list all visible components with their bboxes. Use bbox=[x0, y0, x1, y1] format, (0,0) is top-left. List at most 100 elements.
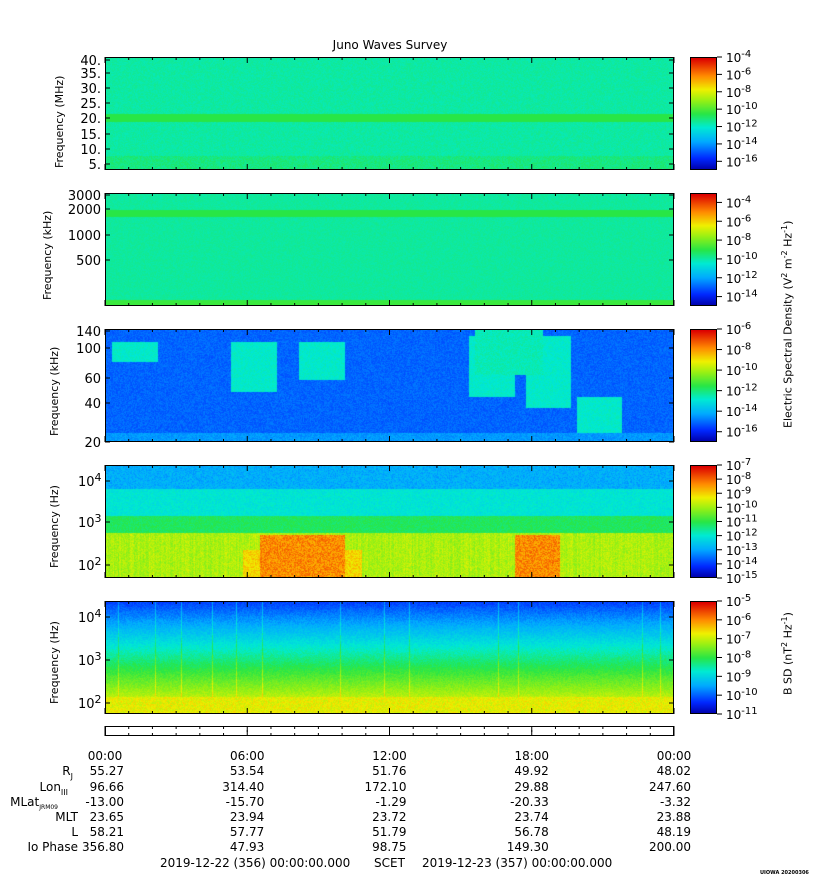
y-tick-label: 104 bbox=[78, 471, 102, 490]
panel-waves-khz-high bbox=[105, 193, 674, 306]
y-tick-label: 60 bbox=[84, 372, 101, 387]
y-tick-label: 30. bbox=[80, 82, 101, 97]
ephem-value: 23.74 bbox=[514, 810, 548, 824]
y-tick-label: 3000 bbox=[68, 189, 101, 204]
colorbar-tick-label: 10-12 bbox=[726, 119, 758, 135]
ephem-value: 56.78 bbox=[514, 825, 548, 839]
ephem-label-rj: RJ bbox=[62, 764, 73, 781]
ephem-value: 200.00 bbox=[649, 840, 691, 854]
ephem-label: MLT bbox=[55, 810, 78, 824]
colorbar-tick-label: 10-7 bbox=[726, 457, 751, 473]
y-tick-label: 1000 bbox=[68, 229, 101, 244]
colorbar-tick-label: 10-12 bbox=[726, 383, 758, 399]
ephem-value: 23.65 bbox=[90, 810, 124, 824]
ephem-label-mlat: MLatJRM09 bbox=[10, 795, 58, 811]
footer-start-time: 2019-12-22 (356) 00:00:00.000 bbox=[160, 856, 351, 870]
ephem-value: 48.19 bbox=[657, 825, 691, 839]
colorbar-gradient bbox=[691, 58, 716, 169]
spectrogram-hz-magnetic bbox=[106, 602, 673, 713]
ylabel-panel-4: Frequency (Hz) bbox=[48, 485, 61, 568]
colorbar-tick-label: 10-8 bbox=[726, 650, 751, 666]
colorbar-tick-label: 10-10 bbox=[726, 499, 758, 515]
colorbar-tick-label: 10-10 bbox=[726, 251, 758, 267]
colorbar-tick-label: 10-6 bbox=[726, 213, 751, 229]
colorbar-tick-label: 10-6 bbox=[726, 321, 751, 337]
colorbar-tick-label: 10-5 bbox=[726, 593, 751, 609]
y-tick-label: 2000 bbox=[68, 203, 101, 218]
ylabel-panel-2: Frequency (kHz) bbox=[41, 210, 54, 300]
ephem-value: 149.30 bbox=[507, 840, 549, 854]
ephem-value: 51.76 bbox=[372, 764, 406, 778]
spectrogram-mhz bbox=[106, 58, 673, 169]
ephem-value: 356.80 bbox=[82, 840, 124, 854]
y-tick-label: 103 bbox=[78, 512, 102, 531]
colorbar-label-magnetic: B SD (nT2 Hz-1) bbox=[780, 612, 795, 695]
ephem-value: 55.27 bbox=[90, 764, 124, 778]
ephem-value: 247.60 bbox=[649, 780, 691, 794]
colorbar-tick-label: 10-4 bbox=[726, 49, 751, 65]
spectrogram-hz-electric bbox=[106, 466, 673, 577]
ephem-value: 57.77 bbox=[230, 825, 264, 839]
y-tick-label: 100 bbox=[76, 342, 101, 357]
ephem-value: -15.70 bbox=[226, 795, 265, 809]
colorbar-khz-low bbox=[690, 329, 717, 442]
ylabel-panel-1: Frequency (MHz) bbox=[53, 75, 66, 168]
ephem-value: 23.72 bbox=[372, 810, 406, 824]
y-tick-label: 35. bbox=[80, 67, 101, 82]
colorbar-tick-label: 10-16 bbox=[726, 424, 758, 440]
spectrogram-khz-low bbox=[106, 330, 673, 441]
ephem-value: 53.54 bbox=[230, 764, 264, 778]
colorbar-tick-label: 10-11 bbox=[726, 514, 758, 530]
ephem-value: 47.93 bbox=[230, 840, 264, 854]
ephem-value: 48.02 bbox=[657, 764, 691, 778]
colorbar-tick-label: 10-10 bbox=[726, 687, 758, 703]
y-tick-label: 103 bbox=[78, 650, 102, 669]
chart-title: Juno Waves Survey bbox=[332, 38, 448, 52]
colorbar-tick-label: 10-14 bbox=[726, 403, 758, 419]
colorbar-label-electric: Electric Spectral Density (V2 m-2 Hz-1) bbox=[780, 220, 795, 428]
y-tick-label: 20 bbox=[84, 436, 101, 451]
ephem-value: 314.40 bbox=[222, 780, 264, 794]
y-tick-label: 25. bbox=[80, 97, 101, 112]
panel-waves-mhz bbox=[105, 57, 674, 170]
y-tick-label: 20. bbox=[80, 112, 101, 127]
colorbar-hz-magnetic bbox=[690, 601, 717, 714]
colorbar-tick-label: 10-9 bbox=[726, 668, 751, 684]
colorbar-tick-label: 10-11 bbox=[726, 706, 758, 722]
panel-waves-hz-electric bbox=[105, 465, 674, 578]
ephem-value: 23.88 bbox=[657, 810, 691, 824]
x-tick-label: 06:00 bbox=[230, 749, 265, 763]
x-tick-label: 00:00 bbox=[657, 749, 692, 763]
y-tick-label: 10. bbox=[80, 143, 101, 158]
colorbar-tick-label: 10-8 bbox=[726, 471, 751, 487]
colorbar-tick-label: 10-15 bbox=[726, 570, 758, 586]
colorbar-tick-label: 10-4 bbox=[726, 194, 751, 210]
colorbar-tick-label: 10-8 bbox=[726, 232, 751, 248]
colorbar-gradient bbox=[691, 602, 716, 713]
y-tick-label: 104 bbox=[78, 607, 102, 626]
colorbar-tick-label: 10-14 bbox=[726, 136, 758, 152]
colorbar-tick-label: 10-8 bbox=[726, 342, 751, 358]
colorbar-gradient bbox=[691, 466, 716, 577]
ephem-value: -20.33 bbox=[510, 795, 549, 809]
ephem-value: 58.21 bbox=[90, 825, 124, 839]
colorbar-khz-high bbox=[690, 193, 717, 306]
colorbar-tick-label: 10-9 bbox=[726, 485, 751, 501]
colorbar-tick-label: 10-6 bbox=[726, 66, 751, 82]
footer-stamp: UIOWA 20200306 bbox=[760, 870, 809, 876]
colorbar-tick-label: 10-14 bbox=[726, 289, 758, 305]
ephem-value: 23.94 bbox=[230, 810, 264, 824]
y-tick-label: 15. bbox=[80, 128, 101, 143]
ephem-value: 172.10 bbox=[365, 780, 407, 794]
colorbar-gradient bbox=[691, 330, 716, 441]
y-tick-label: 5. bbox=[89, 158, 101, 173]
footer-scet: SCET bbox=[374, 856, 405, 870]
y-tick-label: 102 bbox=[78, 693, 102, 712]
y-tick-label: 40 bbox=[84, 397, 101, 412]
y-tick-label: 102 bbox=[78, 555, 102, 574]
colorbar-tick-label: 10-12 bbox=[726, 270, 758, 286]
panel-waves-hz-magnetic bbox=[105, 601, 674, 714]
colorbar-hz-electric bbox=[690, 465, 717, 578]
colorbar-tick-label: 10-10 bbox=[726, 101, 758, 117]
